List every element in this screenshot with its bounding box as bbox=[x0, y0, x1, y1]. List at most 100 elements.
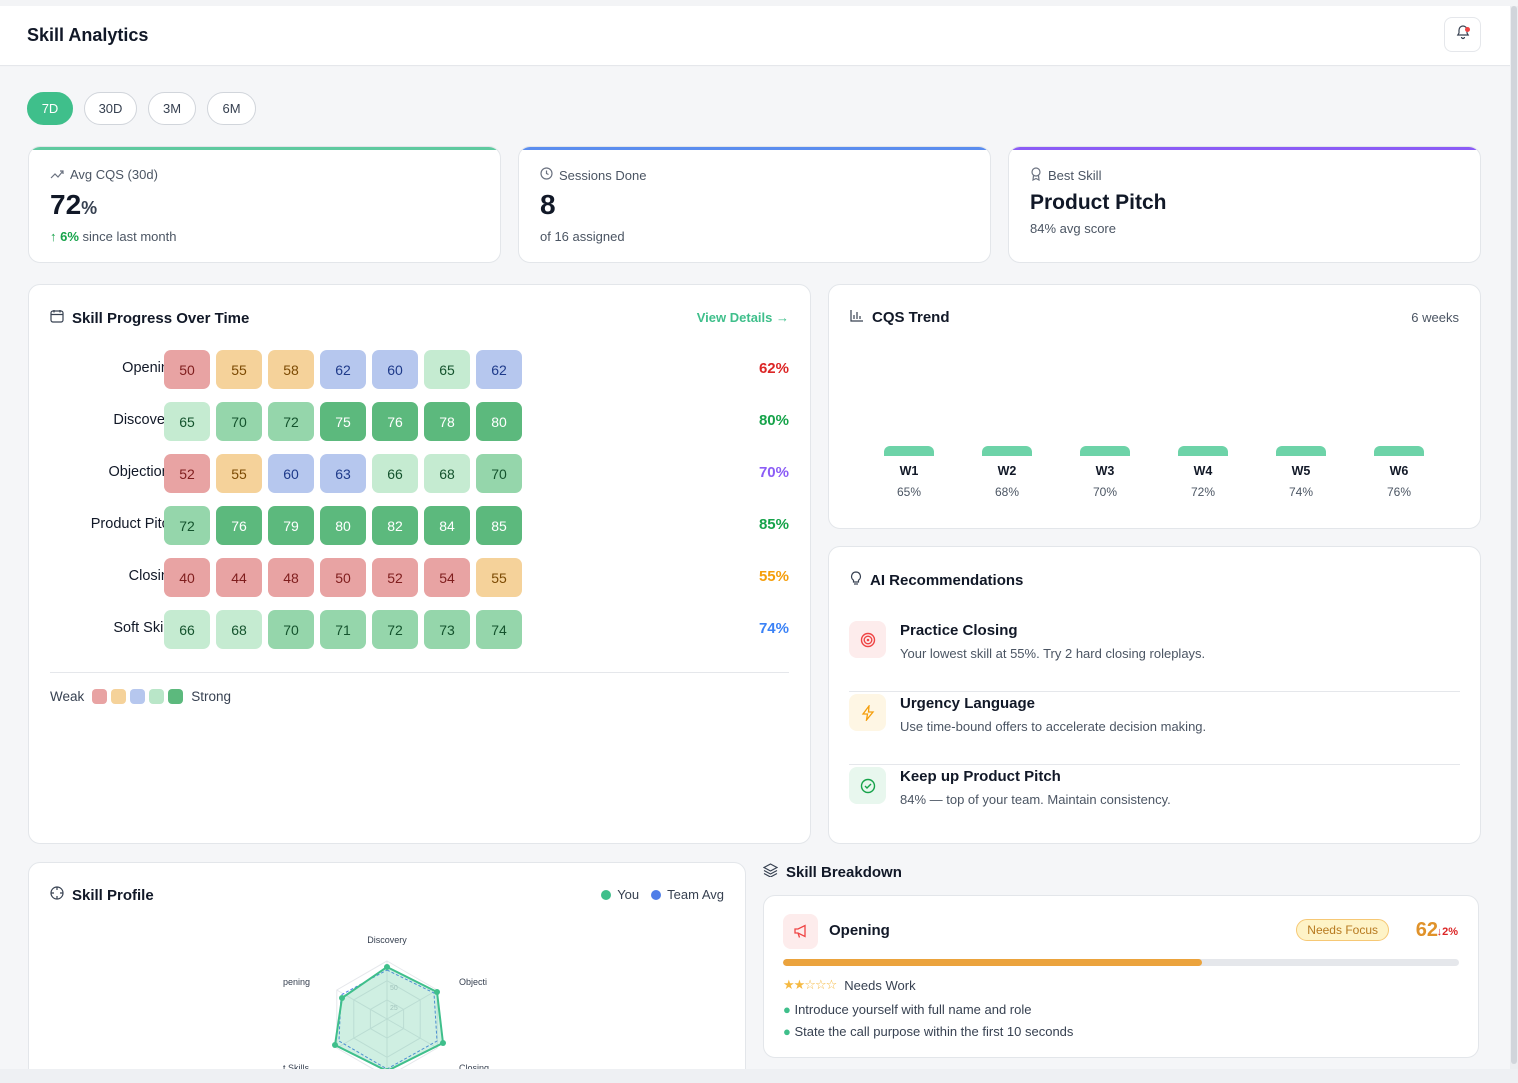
ai-recommendations-card: AI Recommendations Practice Closing Your … bbox=[828, 546, 1481, 844]
stat-sub: 84% avg score bbox=[1030, 221, 1116, 236]
heatmap-cell[interactable]: 65 bbox=[424, 350, 470, 389]
heatmap-cell[interactable]: 76 bbox=[372, 402, 418, 441]
skill-breakdown-card[interactable]: Opening Needs Focus 62 ↓2% ★★☆☆☆ Needs W… bbox=[763, 895, 1479, 1058]
heatmap-cell[interactable]: 82 bbox=[372, 506, 418, 545]
heatmap-cell[interactable]: 54 bbox=[424, 558, 470, 597]
heatmap-cell[interactable]: 80 bbox=[476, 402, 522, 441]
heatmap-cell[interactable]: 58 bbox=[268, 350, 314, 389]
heatmap-cell[interactable]: 52 bbox=[164, 454, 210, 493]
trend-week-label: W1 bbox=[899, 464, 919, 478]
trend-bar[interactable] bbox=[982, 446, 1032, 456]
heatmap-cell[interactable]: 55 bbox=[216, 454, 262, 493]
megaphone-icon bbox=[783, 914, 818, 949]
heatmap-cell[interactable]: 50 bbox=[320, 558, 366, 597]
range-30d-button[interactable]: 30D bbox=[84, 92, 137, 125]
heatmap-cell[interactable]: 44 bbox=[216, 558, 262, 597]
trend-week-pct: 76% bbox=[1386, 485, 1412, 499]
heatmap-cell[interactable]: 74 bbox=[476, 610, 522, 649]
trend-bar[interactable] bbox=[884, 446, 934, 456]
heatmap-legend: Weak Strong bbox=[50, 689, 231, 704]
trend-week-label: W6 bbox=[1389, 464, 1409, 478]
team-dot bbox=[651, 889, 662, 900]
heatmap-cell[interactable]: 48 bbox=[268, 558, 314, 597]
stat-value: Product Pitch bbox=[1030, 191, 1167, 214]
heatmap-cell[interactable]: 66 bbox=[372, 454, 418, 493]
recommendation-desc: Your lowest skill at 55%. Try 2 hard clo… bbox=[900, 646, 1206, 661]
heatmap-cell[interactable]: 63 bbox=[320, 454, 366, 493]
heatmap-cell[interactable]: 50 bbox=[164, 350, 210, 389]
heatmap-row-score: 70% bbox=[758, 464, 789, 481]
card-title-text: Skill Breakdown bbox=[786, 863, 902, 881]
heatmap-row-label: Soft Skills bbox=[113, 620, 177, 636]
heatmap-row-score: 85% bbox=[758, 516, 789, 533]
stat-value: 8 bbox=[540, 189, 556, 220]
trend-bar[interactable] bbox=[1178, 446, 1228, 456]
heatmap-cell[interactable]: 79 bbox=[268, 506, 314, 545]
you-dot bbox=[601, 889, 612, 900]
radar-grid-spoke bbox=[386, 1018, 438, 1049]
trend-bar[interactable] bbox=[1080, 446, 1130, 456]
heatmap-cell[interactable]: 62 bbox=[476, 350, 522, 389]
cqs-trend-card: CQS Trend 6 weeks W1 65% W2 68% W3 70% W4 72% W5… bbox=[828, 284, 1481, 529]
heatmap-cell[interactable]: 52 bbox=[372, 558, 418, 597]
breakdown-progress-fill bbox=[783, 959, 1203, 966]
heatmap-cell[interactable]: 70 bbox=[268, 610, 314, 649]
crosshair-icon bbox=[50, 886, 64, 904]
heatmap-cell[interactable]: 66 bbox=[164, 610, 210, 649]
heatmap-cell[interactable]: 80 bbox=[320, 506, 366, 545]
trend-week-pct: 74% bbox=[1288, 485, 1314, 499]
skill-progress-card: Skill Progress Over Time View Details → … bbox=[28, 284, 811, 844]
heatmap-cell[interactable]: 55 bbox=[476, 558, 522, 597]
trend-bar[interactable] bbox=[1374, 446, 1424, 456]
range-7d-button[interactable]: 7D bbox=[27, 92, 73, 125]
trend-bar[interactable] bbox=[1276, 446, 1326, 456]
page-title: Skill Analytics bbox=[27, 25, 149, 45]
heatmap-cell[interactable]: 40 bbox=[164, 558, 210, 597]
range-3m-button[interactable]: 3M bbox=[148, 92, 196, 125]
you-polygon bbox=[333, 965, 445, 1073]
range-6m-button[interactable]: 6M bbox=[207, 92, 256, 125]
recommendation-item[interactable]: Keep up Product Pitch 84% — top of your t… bbox=[849, 765, 1460, 838]
view-details-link[interactable]: View Details → bbox=[696, 310, 789, 325]
radar-point bbox=[332, 1042, 338, 1048]
trend-week-pct: 65% bbox=[896, 485, 922, 499]
heatmap-cell[interactable]: 75 bbox=[320, 402, 366, 441]
heatmap-cell[interactable]: 70 bbox=[216, 402, 262, 441]
recommendation-desc: 84% — top of your team. Maintain consist… bbox=[900, 792, 1171, 807]
trend-week-label: W3 bbox=[1095, 464, 1115, 478]
heatmap-cell[interactable]: 62 bbox=[320, 350, 366, 389]
recommendation-desc: Use time-bound offers to accelerate deci… bbox=[900, 719, 1207, 734]
check-circle-icon bbox=[849, 767, 886, 804]
heatmap-cell[interactable]: 70 bbox=[476, 454, 522, 493]
tip-item: ● Introduce yourself with full name and … bbox=[783, 1002, 1032, 1017]
heatmap-cell[interactable]: 84 bbox=[424, 506, 470, 545]
scrollbar-thumb[interactable] bbox=[1511, 6, 1517, 1064]
heatmap-cell[interactable]: 65 bbox=[164, 402, 210, 441]
heatmap-cell[interactable]: 72 bbox=[164, 506, 210, 545]
heatmap-cell[interactable]: 60 bbox=[268, 454, 314, 493]
stat-unit: % bbox=[81, 198, 98, 218]
recommendation-item[interactable]: Urgency Language Use time-bound offers to… bbox=[849, 692, 1460, 765]
heatmap-cell[interactable]: 76 bbox=[216, 506, 262, 545]
heatmap-cell[interactable]: 78 bbox=[424, 402, 470, 441]
legend-swatch bbox=[92, 689, 108, 704]
heatmap-cell[interactable]: 55 bbox=[216, 350, 262, 389]
heatmap-cell[interactable]: 73 bbox=[424, 610, 470, 649]
recommendation-item[interactable]: Practice Closing Your lowest skill at 55%… bbox=[849, 619, 1460, 692]
trend-up-icon bbox=[50, 167, 64, 182]
heatmap-cell[interactable]: 71 bbox=[320, 610, 366, 649]
heatmap-cell[interactable]: 60 bbox=[372, 350, 418, 389]
trend-week-pct: 68% bbox=[994, 485, 1020, 499]
card-title: Skill Profile bbox=[50, 886, 154, 904]
radar-axis-label: Closing bbox=[459, 1063, 489, 1073]
legend-you: You bbox=[617, 887, 640, 902]
card-title-text: AI Recommendations bbox=[870, 572, 1024, 589]
heatmap-cell[interactable]: 68 bbox=[424, 454, 470, 493]
heatmap-cell[interactable]: 85 bbox=[476, 506, 522, 545]
heatmap-cell[interactable]: 72 bbox=[268, 402, 314, 441]
heatmap-cell[interactable]: 72 bbox=[372, 610, 418, 649]
heatmap-row-score: 74% bbox=[758, 620, 789, 637]
heatmap-cell[interactable]: 68 bbox=[216, 610, 262, 649]
trend-week-label: W2 bbox=[997, 464, 1017, 478]
notifications-button[interactable] bbox=[1444, 17, 1481, 52]
